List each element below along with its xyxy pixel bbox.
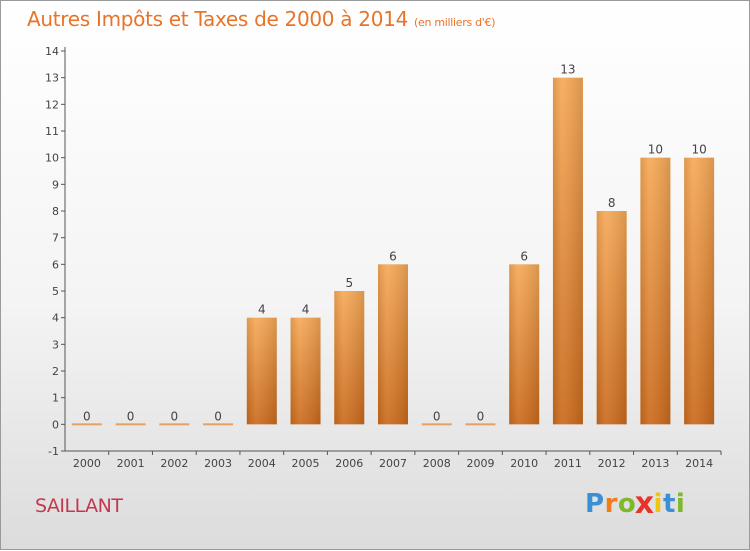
bar-shading [378, 264, 408, 425]
x-tick-label: 2005 [292, 457, 320, 470]
chart-title-text: Autres Impôts et Taxes de 2000 à 2014 [27, 7, 408, 31]
chart-labels: 0 0 0 0 4 4 5 6 0 0 6 13 8 10 10 [83, 63, 707, 424]
bar-value-label: 5 [345, 276, 353, 290]
y-tick-label: 4 [52, 312, 59, 325]
proxiti-logo: Proxiti [585, 486, 686, 522]
bar-value-label: 8 [608, 196, 616, 210]
bar-shading [684, 157, 715, 425]
bar-value-label: 13 [560, 63, 575, 77]
bar-shading [334, 291, 365, 425]
chart-title: Autres Impôts et Taxes de 2000 à 2014 (en… [27, 7, 495, 31]
logo-letter: o [617, 489, 637, 519]
chart-unit: (en milliers d'€) [414, 16, 496, 29]
x-tick-label: 2012 [598, 457, 626, 470]
bar [115, 423, 146, 426]
x-tick-label: 2000 [73, 457, 101, 470]
x-tick-label: 2007 [379, 457, 407, 470]
x-tick-label: 2008 [423, 457, 451, 470]
bar-value-label: 6 [389, 249, 397, 263]
x-tick-label: 2013 [641, 457, 669, 470]
bar-value-label: 0 [477, 409, 485, 423]
logo-letter: i [653, 489, 663, 519]
bar-shading [290, 317, 321, 425]
x-tick-label: 2002 [160, 457, 188, 470]
y-tick-label: 10 [45, 152, 59, 165]
bar [421, 423, 452, 426]
y-tick-label: -1 [48, 445, 59, 458]
y-tick-label: 14 [45, 45, 59, 58]
bar [203, 423, 234, 426]
chart-bars [71, 77, 715, 426]
commune-name: SAILLANT [35, 495, 123, 517]
bar-value-label: 0 [171, 409, 179, 423]
x-tick-label: 2010 [510, 457, 538, 470]
x-tick-label: 2006 [335, 457, 363, 470]
bar-shading [552, 77, 583, 425]
y-tick-label: 3 [52, 338, 59, 351]
bar-shading [596, 211, 627, 425]
bar-value-label: 4 [258, 303, 266, 317]
y-tick-label: 6 [52, 258, 59, 271]
logo-letter: i [675, 489, 686, 519]
bar-value-label: 0 [127, 409, 135, 423]
bar-value-label: 0 [433, 409, 441, 423]
x-tick-label: 2003 [204, 457, 232, 470]
y-tick-label: 2 [52, 365, 59, 378]
bar-shading [246, 317, 277, 425]
logo-letter: x [634, 486, 655, 522]
bar [465, 423, 496, 426]
y-tick-label: 9 [52, 178, 59, 191]
bar-shading [640, 157, 671, 425]
y-tick-label: 0 [52, 418, 59, 431]
logo-letter: r [604, 489, 618, 519]
bar-value-label: 0 [214, 409, 222, 423]
x-tick-label: 2001 [117, 457, 145, 470]
x-tick-label: 2014 [685, 457, 713, 470]
y-tick-label: 5 [52, 285, 59, 298]
bar-shading [509, 264, 540, 425]
bar-value-label: 0 [83, 409, 91, 423]
bar-value-label: 6 [520, 249, 528, 263]
logo-letter: t [662, 489, 676, 519]
y-tick-label: 7 [52, 232, 59, 245]
x-tick-label: 2011 [554, 457, 582, 470]
bar-value-label: 4 [302, 303, 310, 317]
y-tick-label: 11 [45, 125, 59, 138]
y-tick-label: 1 [52, 392, 59, 405]
bar-value-label: 10 [648, 143, 663, 157]
bar [71, 423, 102, 426]
bar [159, 423, 190, 426]
x-tick-label: 2004 [248, 457, 276, 470]
bar-value-label: 10 [691, 143, 706, 157]
y-tick-label: 13 [45, 72, 59, 85]
y-tick-label: 12 [45, 98, 59, 111]
logo-letter: P [585, 489, 605, 519]
y-tick-label: 8 [52, 205, 59, 218]
x-tick-label: 2009 [466, 457, 494, 470]
